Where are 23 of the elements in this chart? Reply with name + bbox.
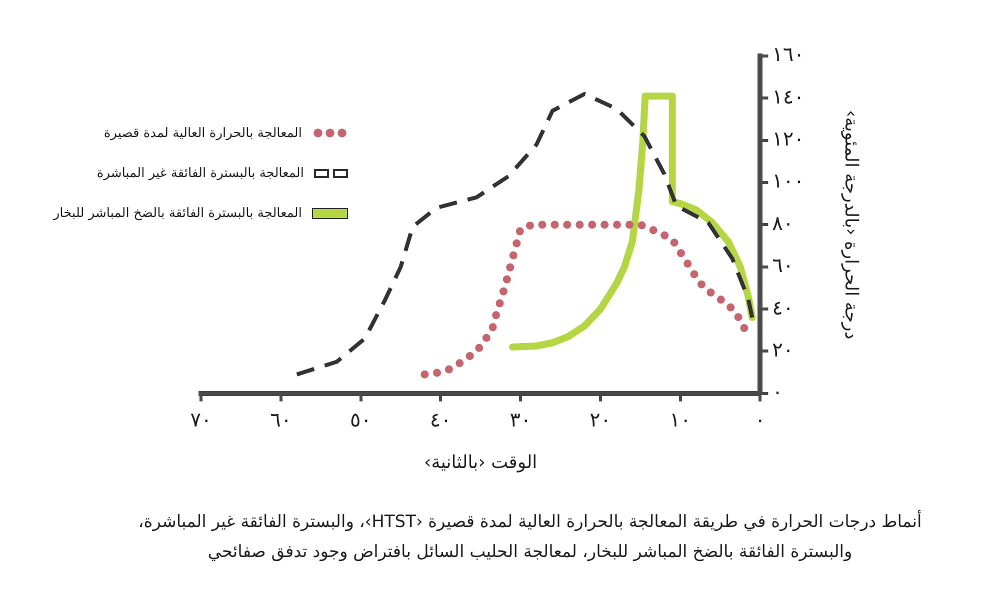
legend-label: المعالجة بالبسترة الفائقة بالضخ المباشر للبخار <box>53 206 302 220</box>
legend-label: المعالجة بالبسترة الفائقة غير المباشرة <box>96 166 304 180</box>
y-tick-label: ٤٠ <box>772 295 794 320</box>
x-tick-label: ٣٠ <box>510 408 532 432</box>
x-tick-label: ٢٠ <box>590 408 612 432</box>
y-tick-label: ١٢٠ <box>772 126 804 151</box>
x-tick-label: ١٠ <box>670 408 692 432</box>
y-tick-label: ٦٠ <box>772 253 794 278</box>
y-tick-label: ٠ <box>772 380 783 404</box>
x-tick-label: ٦٠ <box>270 408 292 432</box>
y-tick-label: ٢٠ <box>772 337 794 362</box>
y-tick-label: ٨٠ <box>772 210 794 235</box>
y-tick-label: ١٤٠ <box>772 84 804 108</box>
y-axis-title: درجة الحرارة ‹بالدرجة المئوية› <box>840 110 862 340</box>
x-axis-title: الوقت ‹بالثانية› <box>424 452 538 473</box>
x-tick-label: ٠ <box>754 408 766 432</box>
text: أنماط درجات الحرارة في طريقة المعالجة بالحرارة العالية لمدة قصيرة ‹HTST›، والبسترة الفائقة غير المباشرة، والبسترة الفائقة بالضخ المباشر للبخار، لمعالجة الحليب السائل بافتراض وجود تدفق صفائحي <box>137 509 923 564</box>
legend-label: المعالجة بالحرارة العالية لمدة قصيرة <box>104 126 302 140</box>
x-tick-label: ٤٠ <box>430 408 452 432</box>
x-tick-label: ٧٠ <box>190 408 212 432</box>
x-tick-label: ٥٠ <box>350 408 372 432</box>
y-tick-label: ١٠٠ <box>772 168 804 193</box>
y-tick-label: ١٦٠ <box>772 42 804 66</box>
